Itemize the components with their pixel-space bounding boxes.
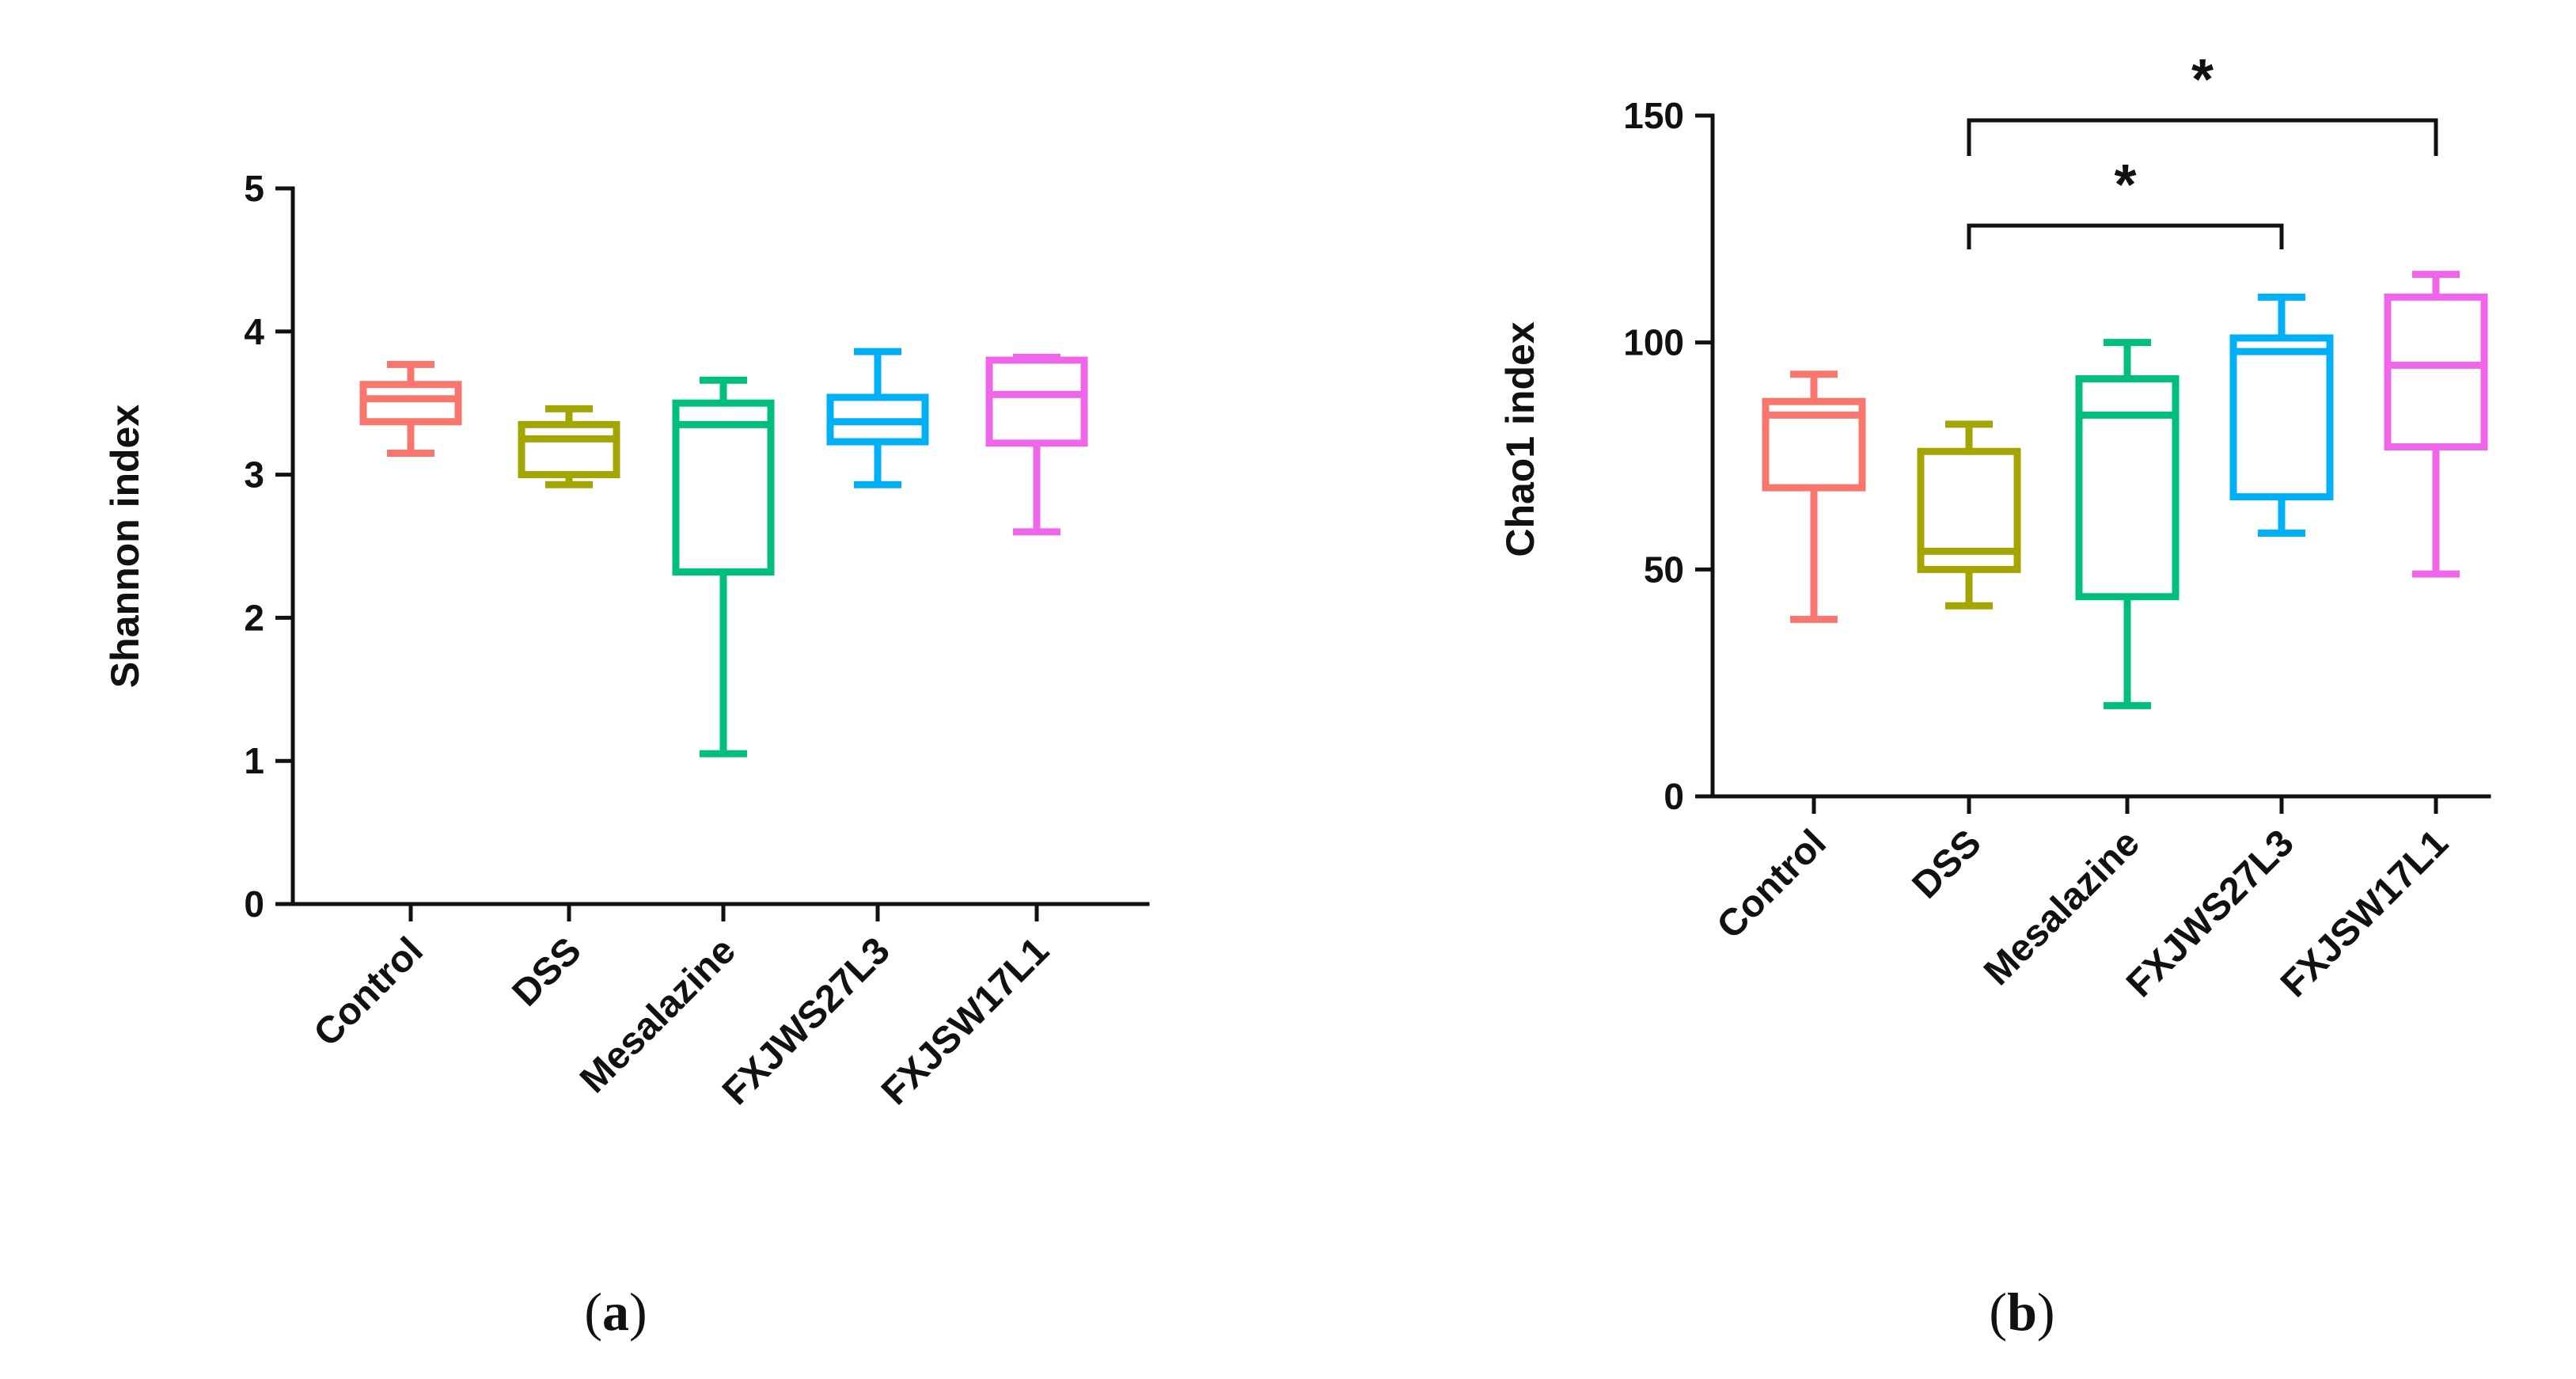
x-tick-label-control: Control xyxy=(1709,822,1834,947)
y-tick-label: 50 xyxy=(1644,549,1684,590)
y-tick-label: 100 xyxy=(1623,322,1684,363)
box-iqr xyxy=(672,399,775,576)
box-dss xyxy=(518,405,620,488)
y-tick-label: 1 xyxy=(244,740,264,781)
panel-label-close: ) xyxy=(2037,1282,2055,1342)
box-mesalazine xyxy=(672,376,775,758)
x-tick-label-fxjsw17l1: FXJSW17L1 xyxy=(2273,822,2456,1005)
panel-label-open: ( xyxy=(584,1282,602,1342)
significance-star: * xyxy=(2114,154,2136,217)
box-control xyxy=(359,360,462,457)
x-tick-label-fxjws27l3: FXJWS27L3 xyxy=(715,929,898,1113)
y-axis-label: Shannon index xyxy=(103,405,147,689)
box-iqr xyxy=(518,420,620,479)
box-iqr xyxy=(985,356,1088,447)
box-iqr xyxy=(2384,293,2488,451)
box-iqr xyxy=(2229,334,2334,501)
significance-bracket xyxy=(1967,223,2284,249)
box-fxjsw17l1 xyxy=(2384,271,2488,578)
x-tick-label-fxjsw17l1: FXJSW17L1 xyxy=(874,929,1057,1113)
box-fxjsw17l1 xyxy=(985,353,1088,536)
x-tick-label-control: Control xyxy=(306,929,431,1054)
panel-label: (a) xyxy=(584,1282,647,1342)
box-dss xyxy=(1917,420,2021,610)
panel-label: (b) xyxy=(1989,1282,2054,1342)
y-tick-label: 0 xyxy=(1664,776,1684,817)
y-tick-label: 150 xyxy=(1623,95,1684,136)
panel-label-open: ( xyxy=(1989,1282,2007,1342)
panel-label-close: ) xyxy=(629,1282,647,1342)
x-tick-label-dss: DSS xyxy=(1905,822,1990,906)
box-mesalazine xyxy=(2075,339,2180,709)
x-tick-label-mesalazine: Mesalazine xyxy=(572,929,744,1101)
y-tick-label: 0 xyxy=(244,883,264,925)
x-tick-label-dss: DSS xyxy=(505,929,590,1014)
significance-bracket xyxy=(1967,118,2438,156)
significance-star: * xyxy=(2191,48,2214,112)
box-iqr xyxy=(1917,447,2021,573)
box-fxjws27l3 xyxy=(826,348,929,488)
y-tick-label: 4 xyxy=(244,311,264,352)
y-tick-label: 3 xyxy=(244,454,264,496)
box-control xyxy=(1762,370,1866,623)
x-tick-label-mesalazine: Mesalazine xyxy=(1976,822,2148,993)
y-tick-label: 5 xyxy=(244,168,264,209)
panel-label-letter: a xyxy=(602,1282,629,1342)
y-tick-label: 2 xyxy=(244,597,264,638)
y-axis-label: Chao1 index xyxy=(1498,321,1542,557)
box-fxjws27l3 xyxy=(2229,293,2334,537)
box-iqr xyxy=(2075,375,2180,601)
box-iqr xyxy=(359,381,462,426)
box-iqr xyxy=(1762,397,1866,492)
panel-label-letter: b xyxy=(2007,1282,2037,1342)
panel-b-chart: 0 50 100 150 Chao1 index Control DSSMesalazine… xyxy=(1498,48,2491,1342)
